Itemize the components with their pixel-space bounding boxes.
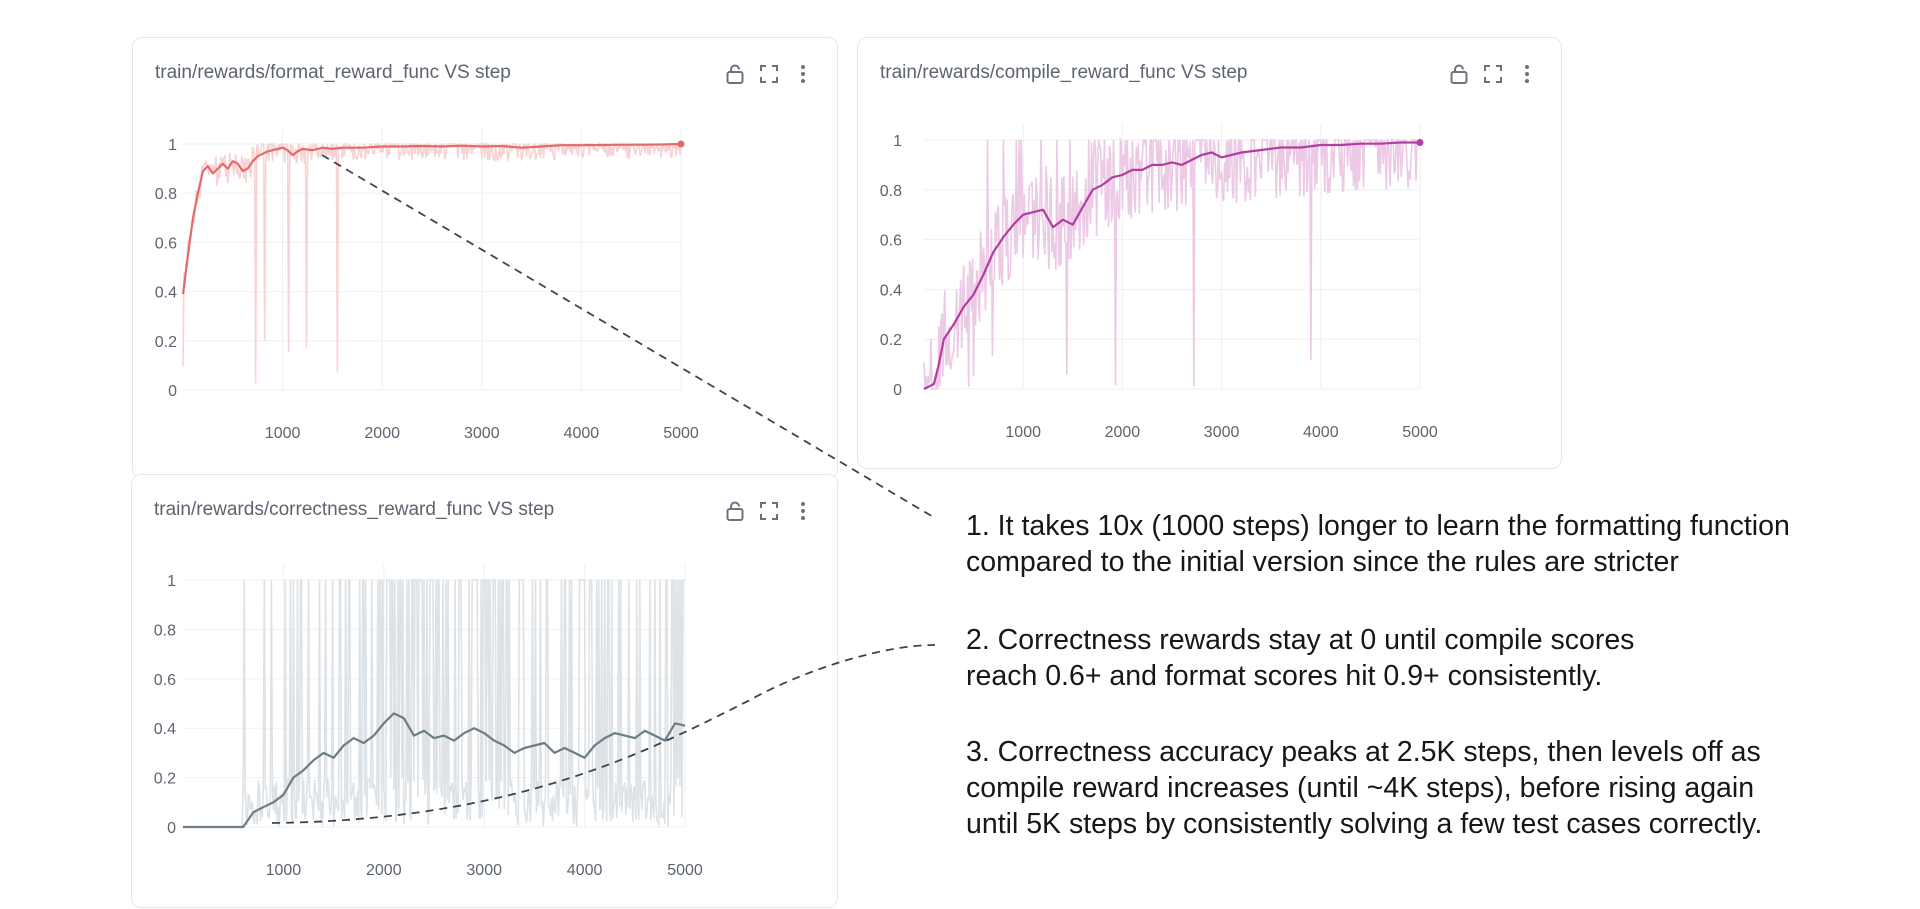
y-tick-label: 0.4 [880, 282, 902, 299]
y-tick-label: 1 [167, 573, 176, 590]
y-tick-label: 0.6 [154, 672, 176, 689]
x-tick-label: 5000 [667, 862, 703, 879]
x-tick-label: 3000 [466, 862, 502, 879]
series-line [923, 141, 1420, 390]
annotation-1: 1. It takes 10x (1000 steps) longer to l… [966, 510, 1790, 578]
series-line [181, 142, 682, 295]
y-tick-label: 0 [893, 382, 902, 399]
x-tick-label: 3000 [464, 425, 500, 442]
annotation-3: 3. Correctness accuracy peaks at 2.5K st… [966, 736, 1763, 840]
y-tick-label: 1 [893, 133, 902, 150]
fullscreen-icon[interactable] [1481, 62, 1505, 86]
raw-series-line [183, 579, 685, 828]
y-tick-label: 0.8 [880, 183, 902, 200]
x-tick-label: 4000 [1303, 424, 1339, 441]
x-tick-label: 5000 [663, 425, 699, 442]
y-tick-label: 0.8 [155, 186, 177, 203]
y-tick-label: 0.4 [155, 285, 177, 302]
chart-panel-compile: train/rewards/compile_reward_func VS ste… [857, 37, 1562, 469]
panel-toolbar [723, 62, 815, 86]
chart-panel-correctness: train/rewards/correctness_reward_func VS… [131, 474, 838, 908]
raw-series-line [182, 141, 682, 384]
y-tick-label: 0.2 [154, 771, 176, 788]
panel-toolbar [1447, 62, 1539, 86]
chart-title: train/rewards/format_reward_func VS step [155, 62, 511, 83]
x-tick-label: 1000 [1005, 424, 1041, 441]
lock-icon[interactable] [723, 62, 747, 86]
y-tick-label: 1 [168, 137, 177, 154]
series-end-point [677, 140, 685, 148]
y-tick-label: 0 [168, 383, 177, 400]
more-vert-icon[interactable] [1515, 62, 1539, 86]
correctness-chart: 0 0.2 0.4 0.6 0.8 1 1000 2000 3000 4000 5000 [154, 564, 703, 879]
y-tick-label: 0.8 [154, 622, 176, 639]
y-tick-label: 0.6 [155, 235, 177, 252]
fullscreen-icon[interactable] [757, 62, 781, 86]
x-tick-label: 5000 [1402, 424, 1438, 441]
x-tick-label: 1000 [265, 425, 301, 442]
y-tick-label: 0.4 [154, 721, 176, 738]
chart-panel-format: train/rewards/format_reward_func VS step… [132, 37, 838, 479]
chart-title: train/rewards/compile_reward_func VS ste… [880, 62, 1248, 83]
format-chart: 0 0.2 0.4 0.6 0.8 1 1000 2000 3000 4000 5000 [155, 128, 699, 442]
series-end-point [1416, 138, 1424, 146]
y-tick-label: 0 [167, 820, 176, 837]
x-tick-label: 3000 [1204, 424, 1240, 441]
x-tick-label: 2000 [1105, 424, 1141, 441]
x-tick-label: 4000 [567, 862, 603, 879]
raw-series-line [923, 136, 1420, 390]
x-tick-label: 4000 [564, 425, 600, 442]
lock-icon[interactable] [1447, 62, 1471, 86]
x-tick-label: 2000 [366, 862, 402, 879]
y-tick-label: 0.2 [155, 334, 177, 351]
compile-chart: 0 0.2 0.4 0.6 0.8 1 1000 2000 3000 4000 5000 [880, 124, 1438, 441]
y-tick-label: 0.6 [880, 233, 902, 250]
x-tick-label: 2000 [364, 425, 400, 442]
y-tick-label: 0.2 [880, 332, 902, 349]
x-tick-label: 1000 [266, 862, 302, 879]
more-vert-icon[interactable] [791, 62, 815, 86]
annotation-2: 2. Correctness rewards stay at 0 until c… [966, 624, 1635, 692]
